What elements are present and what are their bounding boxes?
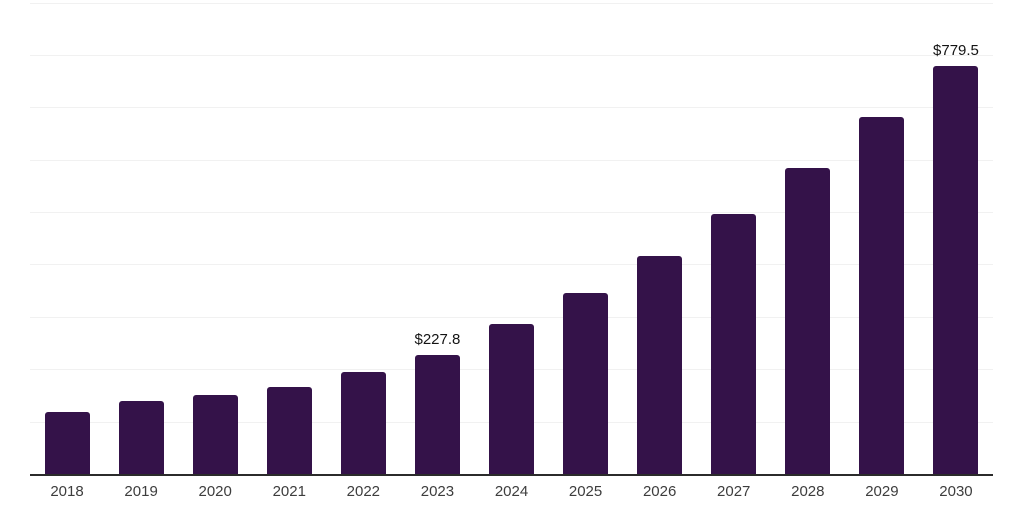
- gridline-500: [30, 212, 993, 214]
- x-tick-2027: 2027: [717, 483, 751, 500]
- x-tick-2029: 2029: [865, 483, 899, 500]
- x-tick-2030: 2030: [939, 483, 973, 500]
- value-label-2030: $779.5: [933, 41, 979, 59]
- bar-2023: [414, 354, 460, 474]
- bar-2018: [44, 411, 90, 474]
- x-tick-2018: 2018: [50, 483, 84, 500]
- bar-2027: [711, 213, 757, 474]
- bar-2026: [637, 256, 683, 474]
- gridline-900: [30, 2, 993, 4]
- x-tick-2019: 2019: [124, 483, 158, 500]
- bar-2028: [785, 167, 831, 474]
- bar-2020: [192, 394, 238, 474]
- x-tick-2026: 2026: [642, 483, 677, 500]
- x-tick-2022: 2022: [346, 483, 381, 500]
- bar-2022: [340, 371, 386, 474]
- x-tick-2028: 2028: [791, 483, 825, 500]
- x-tick-2025: 2025: [568, 483, 603, 500]
- gridline-700: [30, 107, 993, 109]
- bar-2024: [489, 324, 534, 474]
- bar-2030: [933, 65, 979, 474]
- x-tick-2023: 2023: [420, 483, 455, 500]
- x-tick-2020: 2020: [198, 483, 232, 500]
- value-label-2023: $227.8: [414, 330, 461, 348]
- bar-2029: [859, 116, 905, 474]
- gridline-600: [30, 159, 993, 161]
- x-tick-2021: 2021: [272, 483, 306, 500]
- bar-2021: [266, 387, 312, 474]
- gridline-300: [30, 316, 993, 318]
- bar-2025: [563, 292, 609, 474]
- x-tick-2024: 2024: [494, 483, 529, 500]
- bar-2019: [118, 401, 164, 474]
- gridline-400: [30, 264, 993, 266]
- gridline-800: [30, 54, 993, 56]
- x-axis-line: [30, 474, 993, 476]
